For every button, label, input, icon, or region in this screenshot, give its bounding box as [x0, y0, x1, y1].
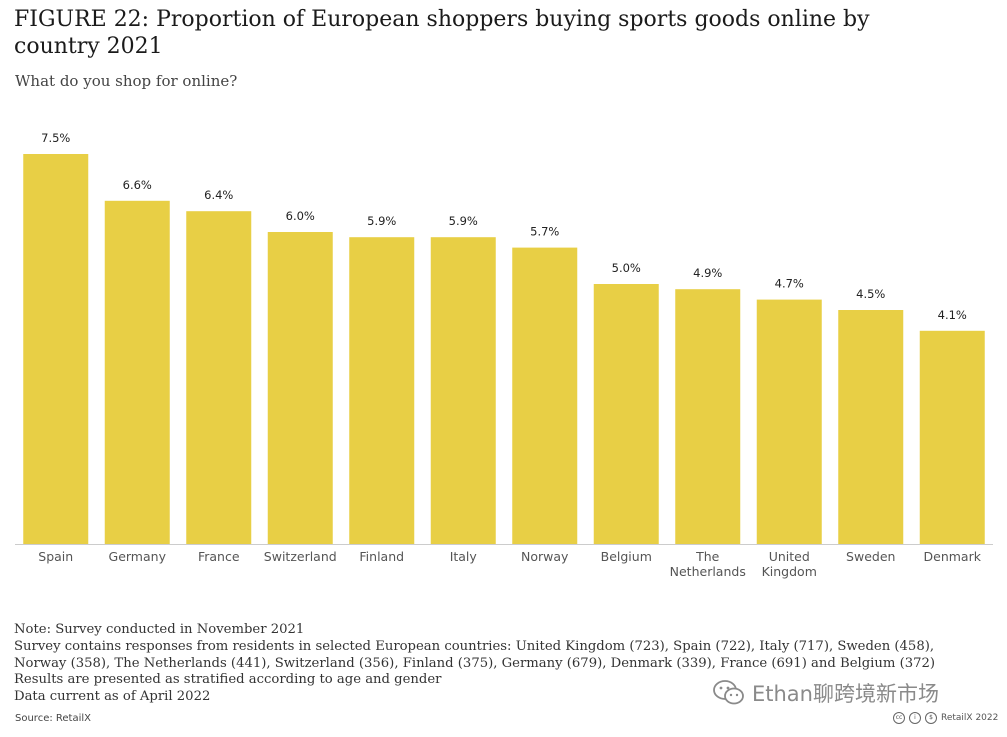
- nc-icon: $: [925, 712, 937, 724]
- bar-value-label: 6.6%: [123, 178, 152, 192]
- copyright: cc i $ RetailX 2022: [893, 712, 998, 724]
- bar-sweden: [838, 310, 904, 544]
- source-label: Source: RetailX: [15, 713, 92, 724]
- note-line: Data current as of April 2022: [14, 689, 211, 705]
- chart-subtitle: What do you shop for online?: [15, 72, 238, 90]
- bar-value-label: 5.9%: [449, 214, 478, 228]
- by-icon: i: [909, 712, 921, 724]
- x-tick-label: France: [198, 549, 240, 564]
- x-tick-label: Sweden: [846, 549, 895, 564]
- x-tick-label: Finland: [359, 549, 404, 564]
- bar-value-label: 5.7%: [530, 225, 559, 239]
- bar-italy: [430, 237, 496, 544]
- bar-value-label: 7.5%: [41, 131, 70, 145]
- bar-value-label: 4.7%: [775, 277, 804, 291]
- bar-denmark: [919, 330, 985, 544]
- bar-value-label: 5.0%: [612, 261, 641, 275]
- bar-germany: [104, 200, 170, 545]
- bar-value-label: 5.9%: [367, 214, 396, 228]
- bar-finland: [349, 237, 415, 544]
- bar-chart: 7.5% Spain 6.6% Germany 6.4% France 6.0% Switze…: [15, 131, 993, 579]
- bar-united-kingdom: [756, 299, 822, 544]
- bar-value-label: 4.9%: [693, 266, 722, 280]
- bar-value-label: 4.5%: [856, 287, 885, 301]
- x-tick-label: Italy: [450, 549, 478, 564]
- bar-value-label: 6.0%: [286, 209, 315, 223]
- bar-switzerland: [267, 232, 333, 544]
- x-tick-label: Denmark: [924, 549, 982, 564]
- notes: Note: Survey conducted in November 2021 …: [14, 622, 994, 706]
- bar-value-label: 6.4%: [204, 188, 233, 202]
- x-tick-label: Spain: [38, 549, 73, 564]
- note-line: Norway (358), The Netherlands (441), Swi…: [14, 655, 936, 671]
- note-line: Results are presented as stratified acco…: [14, 672, 442, 688]
- x-tick-label: Belgium: [601, 549, 652, 564]
- note-line: Note: Survey conducted in November 2021: [14, 622, 305, 637]
- cc-icon: cc: [893, 712, 905, 724]
- bar-the-netherlands: [675, 289, 741, 544]
- copyright-text: RetailX 2022: [941, 713, 999, 723]
- bar-spain: [23, 154, 89, 544]
- wechat-icon: [713, 680, 744, 705]
- x-tick-label: The Netherlands: [670, 549, 746, 579]
- note-line: Survey contains responses from residents…: [14, 638, 935, 654]
- x-tick-label: Germany: [109, 549, 167, 564]
- bar-value-label: 4.1%: [938, 308, 967, 322]
- x-tick-label: United Kingdom: [762, 549, 817, 579]
- bar-norway: [512, 247, 578, 544]
- chart-title: FIGURE 22: Proportion of European shoppe…: [14, 7, 870, 59]
- x-tick-label: Switzerland: [264, 549, 337, 564]
- watermark: Ethan聊跨境新市场: [712, 678, 939, 708]
- bar-belgium: [593, 284, 659, 544]
- bar-france: [186, 211, 252, 544]
- watermark-text: Ethan聊跨境新市场: [752, 682, 939, 706]
- x-tick-label: Norway: [521, 549, 569, 564]
